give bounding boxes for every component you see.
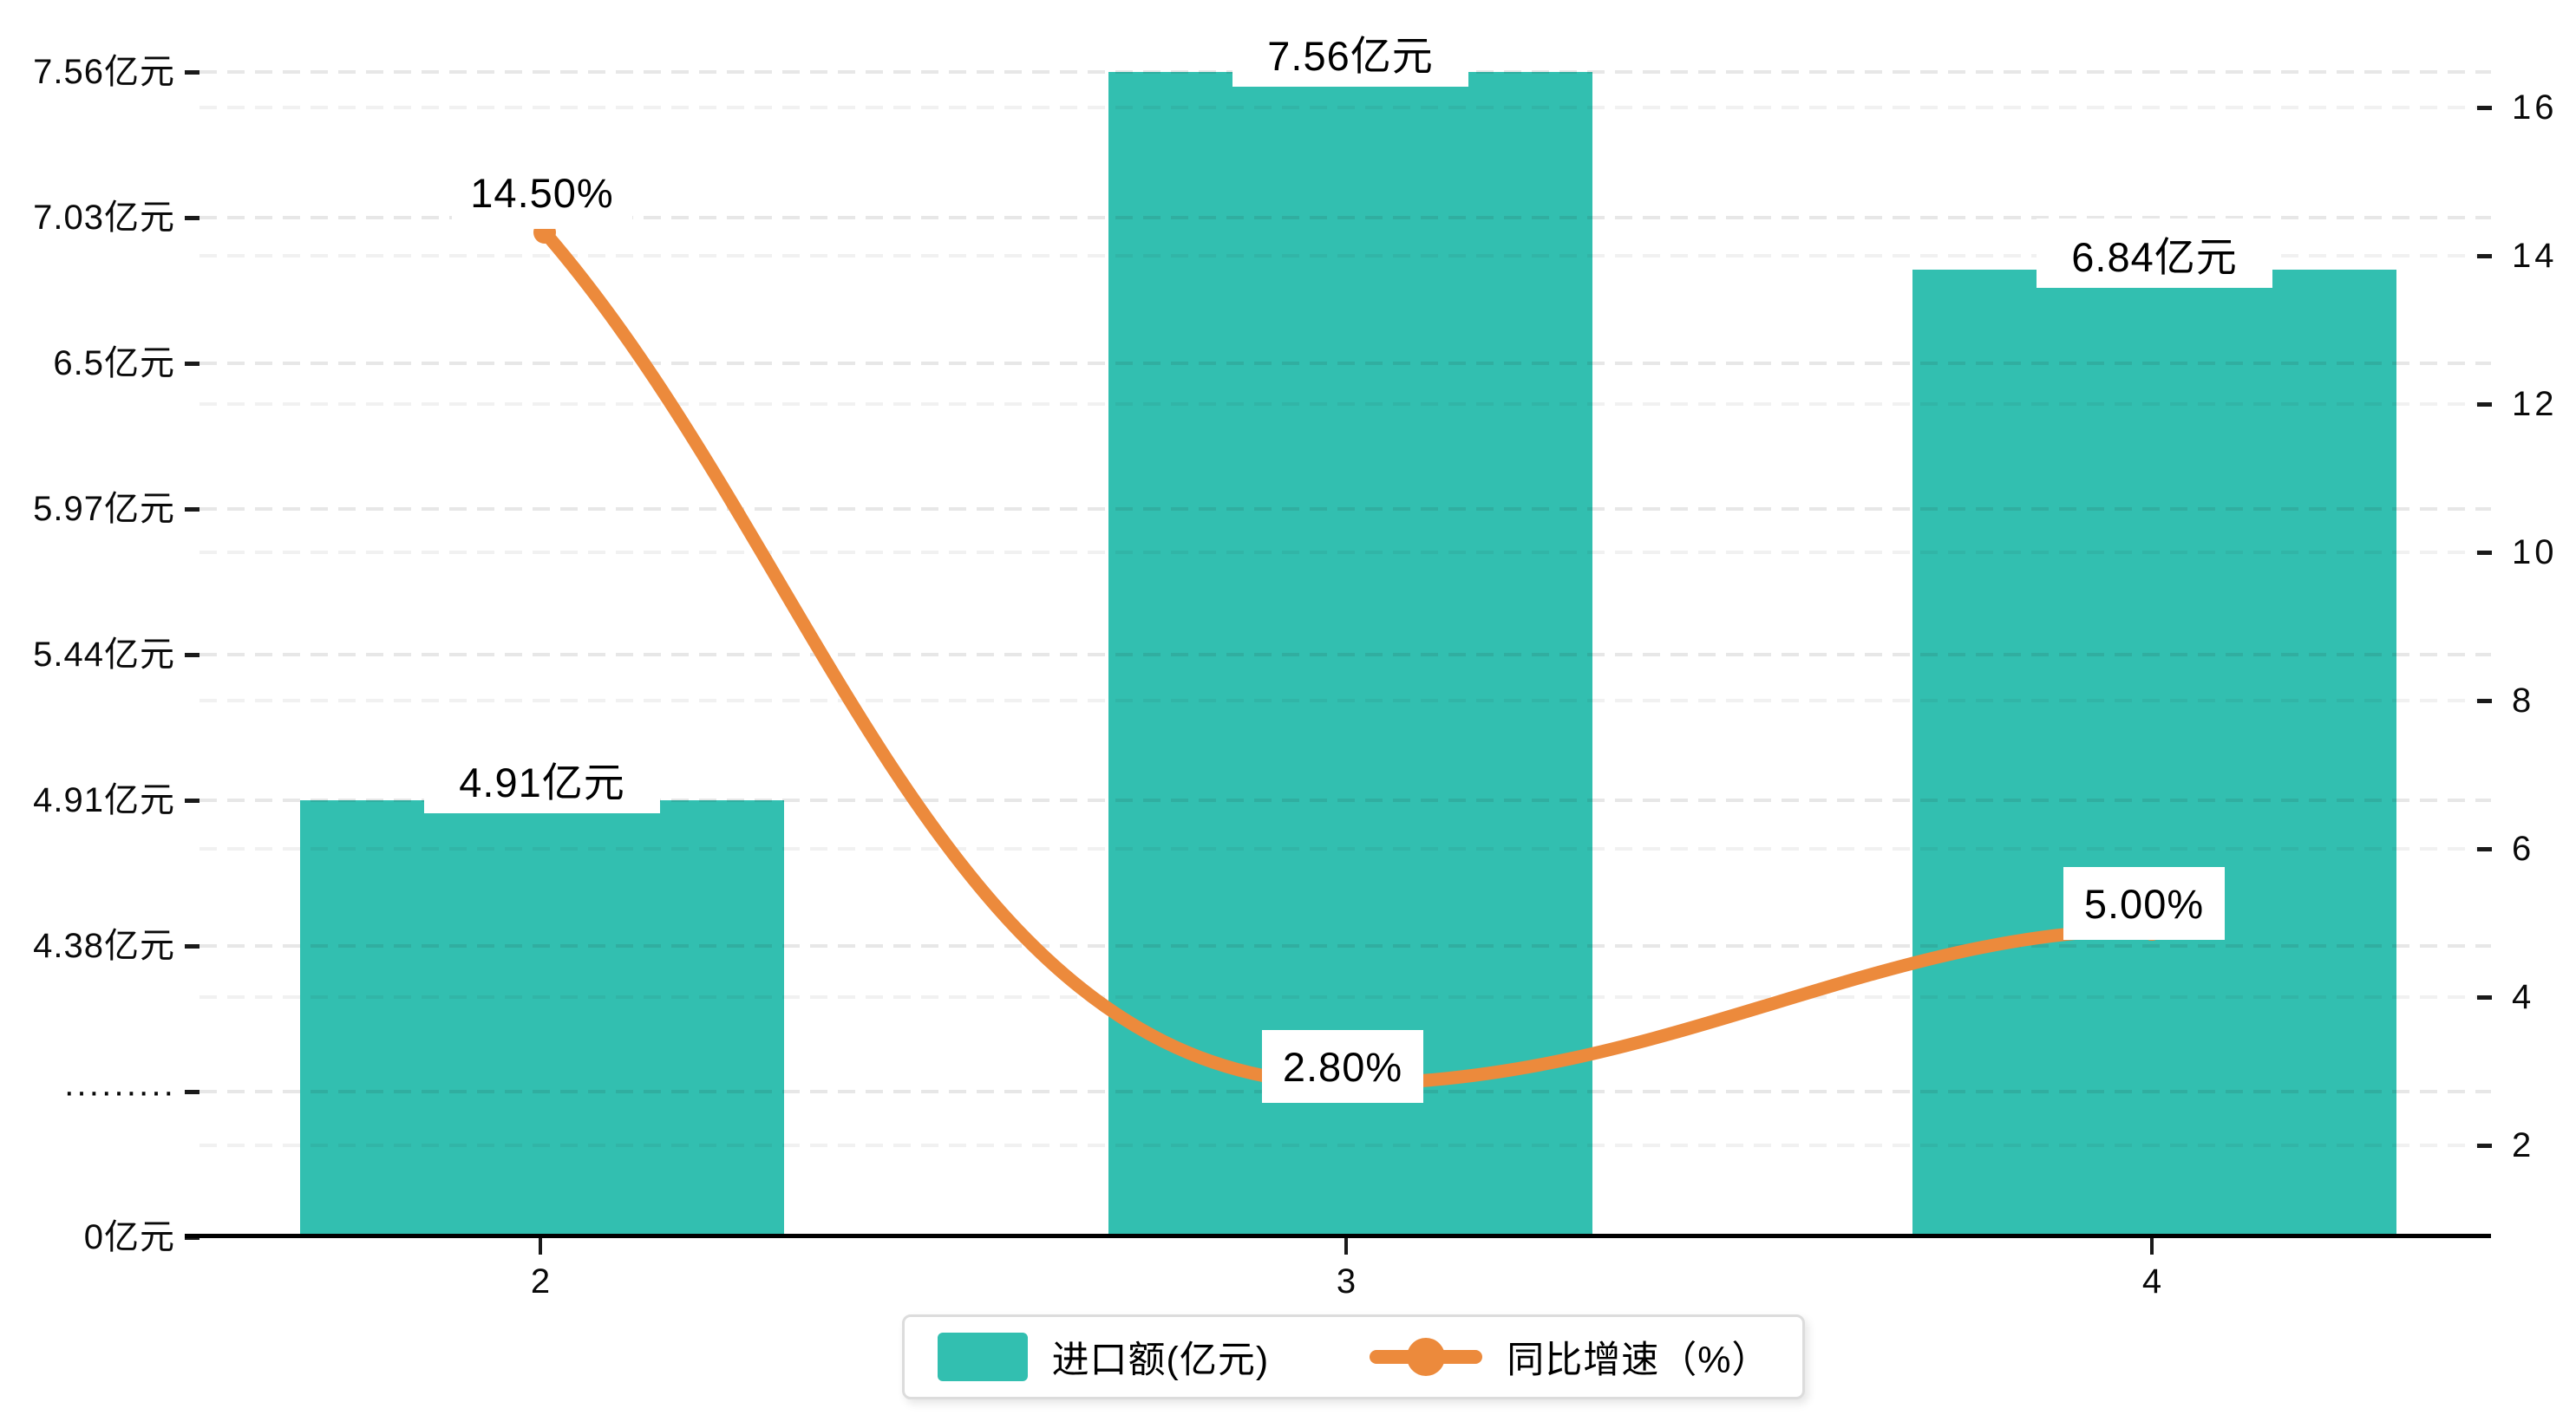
left-axis-label: 5.97亿元 (33, 490, 175, 528)
right-axis-label: 8 (2512, 681, 2535, 720)
right-axis-label: 12 (2512, 385, 2558, 423)
x-axis-tick (1344, 1237, 1348, 1255)
right-axis-tick (2477, 699, 2492, 703)
right-axis-tick (2477, 1144, 2492, 1148)
line-series-marker-icon (1370, 1333, 1483, 1381)
left-axis-tick (185, 362, 199, 366)
left-axis-label: 4.91亿元 (33, 781, 175, 819)
right-axis-label: 16 (2512, 88, 2558, 127)
left-axis-label: 6.5亿元 (53, 344, 175, 382)
right-axis-tick (2477, 402, 2492, 407)
left-axis-label: 4.38亿元 (33, 927, 175, 965)
x-axis-label-category-4: 4 (2141, 1262, 2162, 1301)
line-value-label: 5.00% (2063, 867, 2225, 940)
left-axis-tick (185, 216, 199, 220)
legend-item-growth[interactable]: 同比增速（%） (1370, 1330, 1769, 1384)
bar-series-swatch-icon (937, 1333, 1028, 1381)
left-axis-label: 5.44亿元 (33, 636, 175, 674)
right-axis-tick (2477, 995, 2492, 1000)
bar-value-label: 4.91亿元 (424, 744, 660, 813)
right-axis-tick (2477, 106, 2492, 110)
x-axis-tick (539, 1237, 542, 1255)
legend: 进口额(亿元) 同比增速（%） (902, 1314, 1805, 1399)
x-axis-label-category-3: 3 (1336, 1262, 1357, 1301)
left-axis-label: ········· (63, 1073, 175, 1111)
bar-category-2[interactable] (300, 800, 784, 1236)
right-axis-label: 10 (2512, 533, 2558, 571)
left-axis-label: 7.56亿元 (33, 53, 175, 91)
left-axis-tick (185, 799, 199, 803)
left-axis-tick (185, 653, 199, 657)
x-axis-tick (2150, 1237, 2154, 1255)
legend-label-growth: 同比增速（%） (1507, 1340, 1770, 1381)
legend-label-imports: 进口额(亿元) (1051, 1340, 1270, 1381)
bar-value-label: 6.84亿元 (2037, 218, 2272, 288)
right-axis-label: 14 (2512, 237, 2558, 275)
right-axis-tick (2477, 254, 2492, 258)
left-axis-label: 0亿元 (83, 1218, 175, 1256)
right-axis-tick (2477, 551, 2492, 555)
right-axis-label: 4 (2512, 978, 2535, 1016)
left-axis-tick (185, 944, 199, 949)
left-axis-tick (185, 70, 199, 75)
right-axis-label: 6 (2512, 830, 2535, 868)
right-axis-label: 2 (2512, 1126, 2535, 1164)
left-axis-tick (185, 1090, 199, 1094)
x-axis-line (185, 1234, 2491, 1238)
left-axis-tick (185, 507, 199, 512)
legend-item-imports[interactable]: 进口额(亿元) (937, 1330, 1270, 1384)
right-axis-tick (2477, 847, 2492, 851)
left-axis-label: 7.03亿元 (33, 199, 175, 237)
x-axis-label-category-2: 2 (530, 1262, 551, 1301)
line-value-label: 14.50% (452, 156, 632, 229)
bar-category-4[interactable] (1912, 270, 2396, 1236)
bar-value-label: 7.56亿元 (1232, 17, 1468, 87)
line-value-label: 2.80% (1262, 1030, 1423, 1103)
